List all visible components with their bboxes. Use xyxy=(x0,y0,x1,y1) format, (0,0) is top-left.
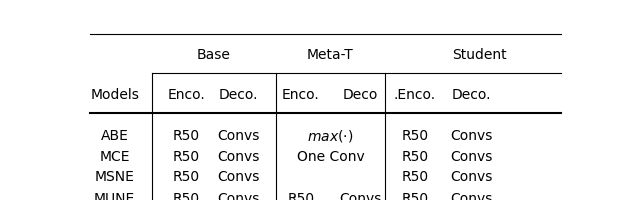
Text: R50: R50 xyxy=(173,128,200,142)
Text: R50: R50 xyxy=(401,191,428,200)
Text: MSNE: MSNE xyxy=(95,169,134,183)
Text: R50: R50 xyxy=(401,149,428,163)
Text: Convs: Convs xyxy=(451,169,493,183)
Text: Enco.: Enco. xyxy=(168,88,205,102)
Text: Deco: Deco xyxy=(342,88,378,102)
Text: Student: Student xyxy=(452,48,507,62)
Text: Models: Models xyxy=(90,88,139,102)
Text: R50: R50 xyxy=(287,191,314,200)
Text: Convs: Convs xyxy=(218,149,260,163)
Text: Meta-T: Meta-T xyxy=(307,48,354,62)
Text: ABE: ABE xyxy=(100,128,129,142)
Text: R50: R50 xyxy=(401,169,428,183)
Text: Deco.: Deco. xyxy=(219,88,259,102)
Text: MUNE: MUNE xyxy=(94,191,135,200)
Text: Convs: Convs xyxy=(339,191,381,200)
Text: Convs: Convs xyxy=(451,149,493,163)
Text: Deco.: Deco. xyxy=(452,88,492,102)
Text: Convs: Convs xyxy=(451,128,493,142)
Text: Convs: Convs xyxy=(218,128,260,142)
Text: Enco.: Enco. xyxy=(282,88,319,102)
Text: R50: R50 xyxy=(173,191,200,200)
Text: Convs: Convs xyxy=(218,169,260,183)
Text: R50: R50 xyxy=(401,128,428,142)
Text: Convs: Convs xyxy=(451,191,493,200)
Text: Base: Base xyxy=(197,48,231,62)
Text: Convs: Convs xyxy=(218,191,260,200)
Text: MCE: MCE xyxy=(99,149,130,163)
Text: R50: R50 xyxy=(173,169,200,183)
Text: $max(\cdot)$: $max(\cdot)$ xyxy=(307,127,354,143)
Text: R50: R50 xyxy=(173,149,200,163)
Text: .Enco.: .Enco. xyxy=(394,88,436,102)
Text: One Conv: One Conv xyxy=(296,149,364,163)
